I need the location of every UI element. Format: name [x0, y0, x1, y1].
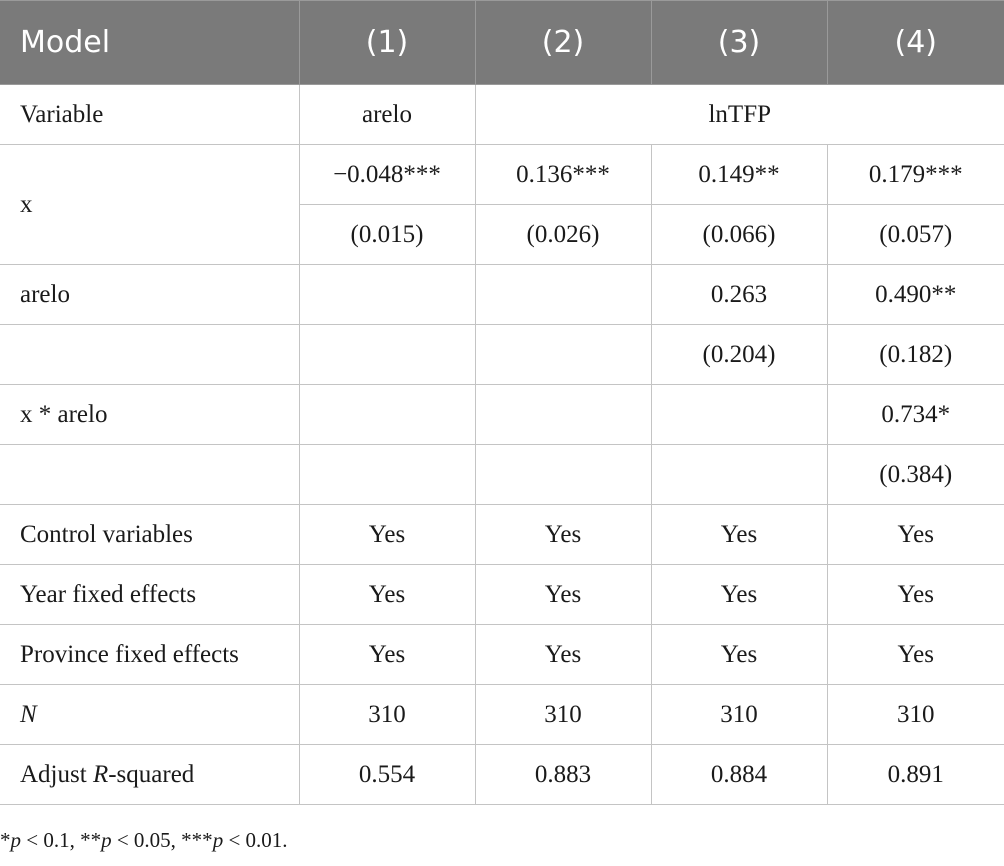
control-row: Control variables Yes Yes Yes Yes	[0, 504, 1004, 565]
interaction-se-row: (0.384)	[0, 444, 1004, 505]
arelo-coef-4: 0.490**	[826, 264, 1004, 325]
footnote-t3: < 0.01.	[223, 828, 288, 852]
arelo-se-row: (0.204) (0.182)	[0, 324, 1004, 385]
r2-1: 0.554	[298, 744, 476, 805]
arelo-label: arelo	[0, 264, 300, 325]
footnote-p3: p	[212, 828, 224, 852]
header-col-2: (2)	[474, 0, 652, 85]
control-3: Yes	[650, 504, 828, 565]
r2-row: Adjust R-squared 0.554 0.883 0.884 0.891	[0, 744, 1004, 805]
arelo-se-1	[298, 324, 476, 385]
r2-2: 0.883	[474, 744, 652, 805]
control-4: Yes	[826, 504, 1004, 565]
header-col-3: (3)	[650, 0, 828, 85]
province-fe-row: Province fixed effects Yes Yes Yes Yes	[0, 624, 1004, 685]
footnote-t2: < 0.05, ***	[111, 828, 213, 852]
x-se-1: (0.015)	[299, 204, 476, 265]
year-fe-3: Yes	[650, 564, 828, 625]
footnote-t1: < 0.1, **	[21, 828, 102, 852]
variable-col-2-4: lnTFP	[474, 84, 1004, 145]
header-col-4: (4)	[826, 0, 1004, 85]
n-4: 310	[826, 684, 1004, 745]
province-fe-2: Yes	[474, 624, 652, 685]
arelo-se-3: (0.204)	[650, 324, 828, 385]
arelo-coef-1	[298, 264, 476, 325]
x-se-row: (0.015) (0.026) (0.066) (0.057)	[0, 204, 1004, 265]
x-se-2: (0.026)	[474, 204, 652, 265]
control-2: Yes	[474, 504, 652, 565]
table-footnote: *p < 0.1, **p < 0.05, ***p < 0.01.	[0, 828, 288, 853]
x-coef-1: −0.048***	[298, 144, 476, 205]
x-label: x	[0, 144, 300, 265]
variable-label: Variable	[0, 84, 300, 145]
header-row: Model (1) (2) (3) (4)	[0, 0, 1004, 85]
r2-label-prefix: Adjust	[20, 760, 93, 788]
arelo-coef-3: 0.263	[650, 264, 828, 325]
province-fe-4: Yes	[826, 624, 1004, 685]
arelo-se-2	[474, 324, 652, 385]
r2-label-italic: R	[92, 760, 109, 788]
year-fe-row: Year fixed effects Yes Yes Yes Yes	[0, 564, 1004, 625]
r2-4: 0.891	[826, 744, 1004, 805]
year-fe-4: Yes	[826, 564, 1004, 625]
n-3: 310	[650, 684, 828, 745]
footnote-lead: *	[0, 828, 11, 852]
r2-label-suffix: -squared	[108, 760, 195, 788]
footnote-p1: p	[10, 828, 22, 852]
n-1: 310	[298, 684, 476, 745]
variable-col-1: arelo	[298, 84, 476, 145]
arelo-se-label	[0, 324, 300, 385]
year-fe-1: Yes	[298, 564, 476, 625]
regression-table: Model (1) (2) (3) (4) Variable arelo lnT…	[0, 0, 1004, 805]
x-se-3: (0.066)	[650, 204, 828, 265]
interaction-coef-4: 0.734*	[826, 384, 1004, 445]
interaction-se-4: (0.384)	[826, 444, 1004, 505]
x-coef-3: 0.149**	[650, 144, 828, 205]
arelo-coef-row: arelo 0.263 0.490**	[0, 264, 1004, 325]
n-2: 310	[474, 684, 652, 745]
interaction-se-label	[0, 444, 300, 505]
interaction-coef-1	[298, 384, 476, 445]
interaction-se-3	[650, 444, 828, 505]
interaction-coef-2	[474, 384, 652, 445]
variable-row: Variable arelo lnTFP	[0, 84, 1004, 145]
x-coef-2: 0.136***	[474, 144, 652, 205]
province-fe-label: Province fixed effects	[0, 624, 300, 685]
interaction-coef-3	[650, 384, 828, 445]
province-fe-3: Yes	[650, 624, 828, 685]
interaction-coef-row: x * arelo 0.734*	[0, 384, 1004, 445]
interaction-label: x * arelo	[0, 384, 300, 445]
province-fe-1: Yes	[298, 624, 476, 685]
interaction-se-1	[298, 444, 476, 505]
x-coef-row: x −0.048*** 0.136*** 0.149** 0.179***	[0, 144, 1004, 265]
control-1: Yes	[298, 504, 476, 565]
arelo-coef-2	[474, 264, 652, 325]
n-row: N 310 310 310 310	[0, 684, 1004, 745]
interaction-se-2	[474, 444, 652, 505]
header-col-1: (1)	[298, 0, 476, 85]
header-model: Model	[0, 0, 300, 85]
arelo-se-4: (0.182)	[826, 324, 1004, 385]
control-label: Control variables	[0, 504, 300, 565]
year-fe-label: Year fixed effects	[0, 564, 300, 625]
x-se-4: (0.057)	[826, 204, 1004, 265]
footnote-p2: p	[101, 828, 112, 852]
year-fe-2: Yes	[474, 564, 652, 625]
n-label: N	[0, 684, 300, 745]
r2-3: 0.884	[650, 744, 828, 805]
r2-label: Adjust R-squared	[0, 744, 300, 805]
x-coef-4: 0.179***	[826, 144, 1004, 205]
